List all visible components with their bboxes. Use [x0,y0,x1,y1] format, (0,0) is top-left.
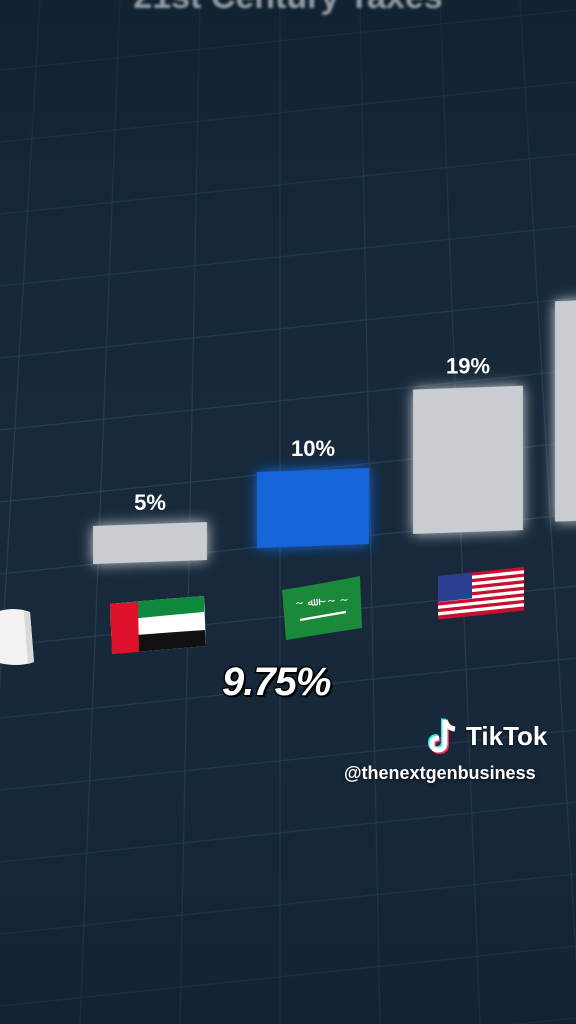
us-flag-canton [438,572,472,602]
bar-value-label: 10% [291,436,335,461]
unknown-flag-icon [0,609,34,665]
flag-row: ~ ﷲ ~~ ~ [0,566,524,665]
us-flag-stripe [438,606,524,620]
creator-handle: @thenextgenbusiness [344,763,536,783]
bar-partial [555,298,576,522]
us-flag-stripe [438,596,524,610]
us-flag-stripe [438,589,524,604]
bar-saudi-arabia [257,468,369,548]
usa-flag-icon [438,566,524,620]
tiktok-watermark: TikTok [426,716,547,756]
bar-uae [93,522,207,565]
bar-labels: 5% 10% 19% [134,354,490,515]
tiktok-logo-icon [427,718,456,755]
bar-value-label: 19% [446,354,490,379]
bar-series [93,298,576,565]
bar-usa [413,385,523,534]
us-flag-stripe [438,603,524,617]
bar-value-label: 5% [134,490,166,515]
us-flag-stripe [438,599,524,613]
svg-text:~ ﷲ ~~ ~: ~ ﷲ ~~ ~ [294,593,349,610]
saudi-arabia-flag-icon: ~ ﷲ ~~ ~ [282,576,362,640]
caption-subtitle: 9.75% [222,660,331,704]
us-flag-stripe [438,593,524,607]
chart-title: 21st Century Taxes [0,0,576,17]
tiktok-brand-text: TikTok [466,720,548,751]
uae-flag-icon [110,596,206,654]
